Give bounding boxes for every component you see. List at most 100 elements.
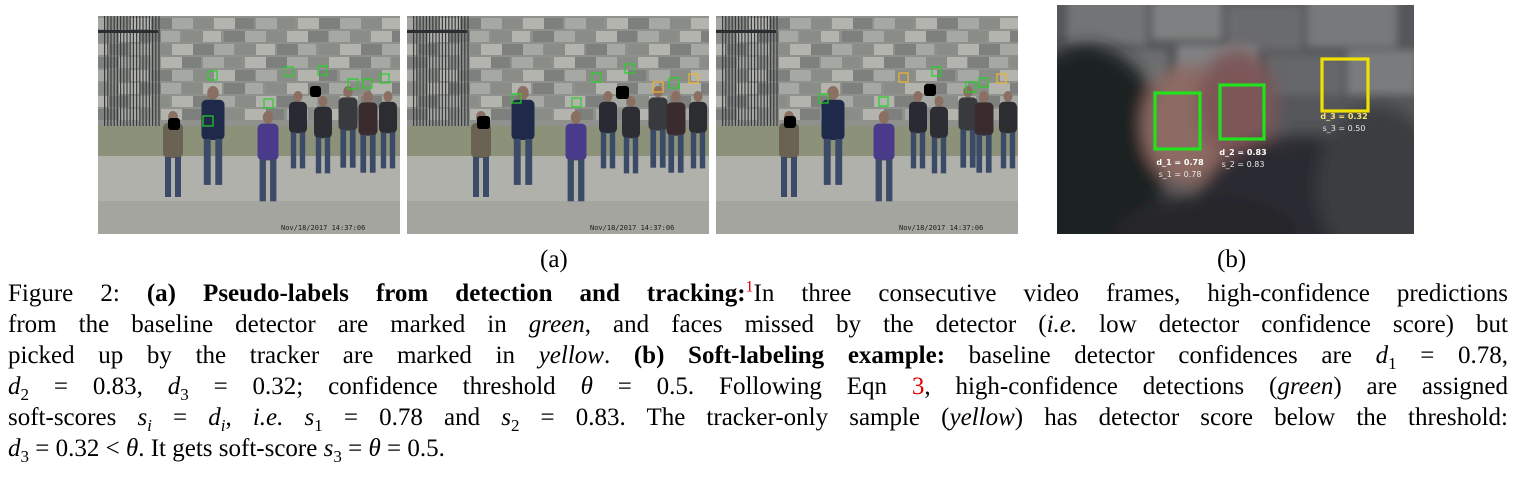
caption-text: from the baseline detector are marked in <box>8 311 529 338</box>
caption-green: green <box>1277 373 1334 400</box>
detector-box-green <box>207 70 218 81</box>
caption-a-heading: (a) Pseudo-labels from detection and tra… <box>146 280 746 307</box>
math-s3: s <box>323 435 334 462</box>
pedestrian <box>958 86 978 168</box>
blurred-face-mask <box>784 116 796 128</box>
figure-number: Figure 2: <box>8 280 147 307</box>
pedestrian <box>338 86 358 168</box>
equation-link[interactable]: 3 <box>911 373 925 400</box>
footnote-link[interactable]: 1 <box>745 278 754 296</box>
pedestrian <box>666 91 686 173</box>
pedestrian <box>565 111 587 202</box>
math-sub: i <box>220 416 226 435</box>
caption-ie: i.e. <box>252 404 284 431</box>
detector-score-label: d_3 = 0.32 <box>1320 112 1367 121</box>
soft-score-label: s_3 = 0.50 <box>1323 124 1366 133</box>
pedestrian <box>689 91 707 169</box>
caption-line-2: from the baseline detector are marked in… <box>8 309 1508 340</box>
caption-text: = 0.32; confidence threshold <box>188 373 581 400</box>
detector-box-green <box>668 77 680 89</box>
math-d2: d <box>8 373 21 400</box>
panel-a-label: (a) <box>540 246 568 273</box>
video-frame-3: Nov/18/2017 14:37:06 <box>716 16 1018 234</box>
pedestrian <box>873 111 895 202</box>
math-sub: 2 <box>510 416 520 435</box>
math-sub: 3 <box>333 447 342 466</box>
caption-line-5: soft-scores si = di, i.e. s1 = 0.78 and … <box>8 402 1509 435</box>
pedestrian <box>622 96 640 174</box>
soft-label-box-3 <box>1320 57 1370 113</box>
caption-line-3: picked up by the tracker are marked in y… <box>8 340 1508 373</box>
caption-yellow: yellow <box>949 404 1015 431</box>
math-sub: 2 <box>20 385 30 404</box>
caption-text: soft-scores <box>8 404 138 431</box>
caption-text: ) are assigned <box>1333 373 1509 400</box>
math-s1: s <box>304 404 315 431</box>
detector-score-label: d_1 = 0.78 <box>1156 158 1204 167</box>
video-frame-1: Nov/18/2017 14:37:06 <box>98 16 400 234</box>
panel-b-label: (b) <box>1217 246 1247 273</box>
math-theta: θ <box>368 435 381 462</box>
detector-box-green <box>571 97 582 108</box>
math-s2: s <box>501 404 511 431</box>
caption-text: . <box>603 342 634 369</box>
caption-text: , high-confidence detections ( <box>924 373 1278 400</box>
caption-text: = 0.83. The tracker-only sample ( <box>519 404 950 431</box>
soft-score-label: s_2 = 0.83 <box>1222 160 1265 169</box>
detector-box-green <box>624 63 635 74</box>
math-d3: d <box>167 373 181 400</box>
detector-box-green <box>379 73 390 84</box>
math-sub: 3 <box>20 447 30 466</box>
soft-label-box-1 <box>1153 91 1202 151</box>
math-sub: i <box>147 416 152 435</box>
soft-label-zoom-image: d_1 = 0.78 s_1 = 0.78 d_2 = 0.83 s_2 = 0.83… <box>1057 5 1414 234</box>
caption-green: green <box>528 311 585 338</box>
math-d3: d <box>8 435 21 462</box>
tracker-box-yellow <box>996 73 1007 84</box>
caption-text: = 0.78, <box>1396 342 1508 369</box>
pedestrian <box>289 91 307 169</box>
pedestrian <box>909 91 927 169</box>
detector-box-green <box>317 65 328 76</box>
detector-box-green <box>818 93 829 104</box>
caption-text: . It gets soft-score <box>138 435 324 462</box>
detector-box-green <box>591 72 602 83</box>
caption-ie: i.e. <box>1046 311 1078 338</box>
blurred-face-mask <box>168 118 180 130</box>
math-sub: 3 <box>180 385 189 404</box>
math-theta: θ <box>580 373 593 400</box>
caption-text: baseline detector confidences are <box>945 342 1376 369</box>
pedestrian <box>314 96 332 174</box>
blurred-face-mask <box>310 86 321 97</box>
detector-box-green <box>931 66 942 77</box>
detector-box-green <box>347 78 359 90</box>
tracker-box-yellow <box>652 81 664 93</box>
math-sub: 1 <box>314 416 323 435</box>
caption-text: low detector confidence score) but <box>1077 311 1508 338</box>
math-sub: 1 <box>1388 354 1397 373</box>
caption-text: = 0.32 < <box>29 435 126 462</box>
video-frame-2: Nov/18/2017 14:37:06 <box>407 16 709 234</box>
caption-text: , and faces missed by the detector ( <box>584 311 1047 338</box>
caption-text: = 0.78 and <box>322 404 502 431</box>
caption-text: = 0.5. Following Eqn <box>592 373 912 400</box>
blurred-face-mask <box>477 116 490 129</box>
detector-box-green <box>965 81 977 93</box>
pedestrian <box>511 86 535 185</box>
caption-text: ) has detector score below the threshold… <box>1014 404 1509 431</box>
pedestrian <box>974 91 994 173</box>
detector-box-green <box>362 78 373 89</box>
caption-text <box>283 404 304 431</box>
caption-text: picked up by the tracker are marked in <box>8 342 539 369</box>
pedestrian <box>599 91 617 169</box>
soft-score-label: s_1 = 0.78 <box>1159 170 1202 179</box>
caption-text: In three consecutive video frames, high-… <box>753 280 1508 307</box>
math-theta: θ <box>125 435 139 462</box>
caption-b-heading: (b) Soft-labeling example: <box>633 342 946 369</box>
frame-timestamp: Nov/18/2017 14:37:06 <box>590 224 674 232</box>
pedestrian <box>379 91 397 169</box>
pedestrian <box>930 96 948 174</box>
blurred-face-mask <box>616 86 629 99</box>
math-d1: d <box>1375 342 1389 369</box>
detector-box-green <box>263 98 274 109</box>
